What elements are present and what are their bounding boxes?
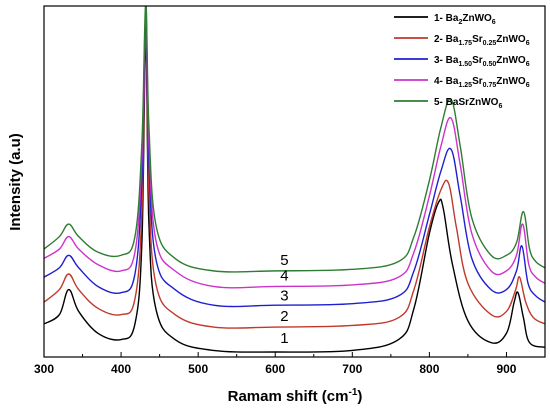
x-tick-label-600: 600 [265, 362, 285, 376]
legend-label-1: 1- Ba2ZnWO6 [434, 13, 496, 26]
x-axis-title-superscript: -1 [348, 387, 357, 398]
legend: 1- Ba2ZnWO6 2- Ba1.75Sr0.25ZnWO6 3- Ba1.50… [394, 13, 530, 110]
legend-label-5: 5- BaSrZnWO6 [434, 97, 502, 110]
legend-label-2: 2- Ba1.75Sr0.25ZnWO6 [434, 34, 530, 47]
x-tick-label-500: 500 [188, 362, 208, 376]
series-line-4 [44, 11, 545, 289]
curve-label-1: 1 [280, 330, 288, 347]
series-line-1 [44, 39, 545, 353]
curve-label-4: 4 [280, 267, 288, 284]
x-tick-label-900: 900 [496, 362, 516, 376]
curve-label-5: 5 [280, 252, 288, 269]
x-tick-label-800: 800 [419, 362, 439, 376]
x-tick-label-300: 300 [34, 362, 54, 376]
series-layer [44, 6, 545, 353]
x-axis-ticks: 300 400 500 600 700 800 900 [34, 352, 517, 376]
x-tick-label-700: 700 [342, 362, 362, 376]
legend-label-4: 4- Ba1.25Sr0.75ZnWO6 [434, 76, 530, 89]
plot-frame [43, 5, 546, 358]
legend-label-3: 3- Ba1.50Sr0.50ZnWO6 [434, 55, 530, 68]
curve-label-3: 3 [280, 288, 288, 305]
x-axis-title-end: ) [357, 388, 362, 405]
series-line-5 [44, 6, 545, 273]
curve-label-2: 2 [280, 308, 288, 325]
x-tick-label-400: 400 [111, 362, 131, 376]
series-line-2 [44, 29, 545, 329]
x-axis-title: Ramam shift (cm-1) [228, 387, 363, 405]
series-line-3 [44, 17, 545, 308]
curve-label-layer: 1 2 3 45 [280, 252, 288, 347]
y-axis-title: Intensity (a.u) [7, 133, 24, 231]
